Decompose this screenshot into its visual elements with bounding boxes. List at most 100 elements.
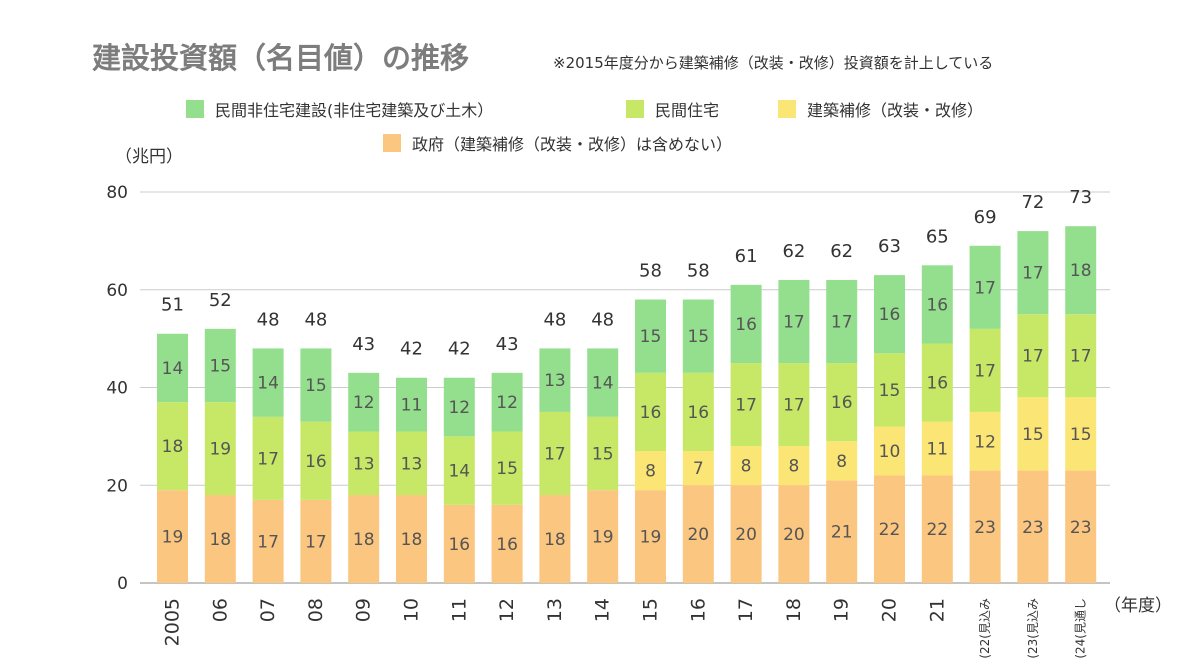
segment-value-label: 17 [1070, 347, 1092, 367]
segment-value-label: 16 [926, 374, 948, 394]
bar-segment [874, 275, 905, 354]
bar-segment [396, 495, 427, 583]
x-tick-label: 17 [735, 598, 757, 622]
segment-value-label: 14 [162, 359, 184, 379]
x-tick-label: 06 [209, 598, 231, 622]
legend-label: 民間住宅 [655, 101, 719, 120]
segment-value-label: 11 [926, 440, 948, 460]
segment-value-label: 17 [974, 361, 996, 381]
segment-value-label: 12 [496, 393, 518, 413]
total-value-label: 43 [496, 334, 519, 355]
bar-segment [921, 475, 953, 583]
segment-value-label: 15 [592, 444, 614, 464]
x-tick-label: 07 [257, 598, 279, 622]
bar-segment [252, 416, 284, 500]
bar-segment [539, 495, 571, 583]
segment-value-label: 10 [879, 442, 901, 462]
segment-value-label: 18 [353, 530, 375, 550]
segment-value-label: 7 [693, 459, 704, 479]
x-tick-label: 20 [879, 598, 901, 622]
segment-value-label: 17 [305, 532, 327, 552]
segment-value-label: 18 [162, 437, 184, 457]
bar-segment [443, 377, 475, 437]
bar-segment [204, 328, 236, 403]
bar-segment [969, 411, 1001, 471]
segment-value-label: 17 [735, 396, 757, 416]
x-tick-label: 13 [544, 598, 566, 622]
segment-value-label: 17 [544, 444, 566, 464]
bar-segment [826, 441, 858, 481]
bar-segment [778, 363, 810, 447]
x-tick-label: 16 [687, 598, 709, 622]
bar-segment [1017, 231, 1049, 315]
total-value-label: 48 [257, 309, 280, 330]
segment-value-label: 19 [592, 528, 614, 548]
total-labels: 51 52 48 48 43 42 42 43 48 48 58 58 61 62 62 63 65 69 72 73 [161, 187, 1092, 360]
total-value-label: 73 [1069, 187, 1092, 208]
bar-segment [778, 446, 810, 486]
bar-segment [826, 363, 858, 442]
segment-value-label: 16 [687, 403, 709, 423]
bar-segment [1065, 314, 1097, 398]
total-value-label: 48 [543, 309, 566, 330]
x-tick-label: 10 [401, 598, 423, 622]
bar-segment [826, 480, 858, 583]
bar-segment [396, 431, 427, 496]
bar-segment [491, 504, 523, 583]
x-axis-unit-label: （年度） [1104, 596, 1172, 616]
segment-value-label: 20 [735, 525, 757, 545]
total-value-label: 58 [687, 261, 710, 282]
legend-label: 民間非住宅建設(非住宅建築及び土木） [215, 101, 493, 120]
total-value-label: 48 [591, 309, 614, 330]
x-tick-label: (24(見通し [1074, 598, 1088, 659]
segment-value-label: 16 [879, 305, 901, 325]
segment-value-label: 15 [1070, 425, 1092, 445]
y-tick-label: 60 [106, 281, 128, 301]
bar-segment [1017, 397, 1049, 471]
x-tick-label: (22(見込み [978, 598, 992, 659]
segment-value-label: 8 [741, 457, 752, 477]
segment-value-label: 17 [831, 313, 853, 333]
total-value-label: 48 [304, 309, 327, 330]
segment-value-label: 12 [448, 398, 470, 418]
bar-segment [1065, 226, 1097, 315]
segment-value-label: 15 [687, 327, 709, 347]
legend-label: 政府（建築補修（改装・改修）は含めない） [412, 135, 732, 154]
segment-value-label: 15 [209, 357, 231, 377]
total-value-label: 42 [400, 339, 423, 360]
bar-segment [1065, 470, 1097, 583]
bar-segment [635, 299, 666, 373]
legend: 民間非住宅建設(非住宅建築及び土木） 民間住宅 建築補修（改装・改修） 政府（建築補修… [186, 100, 983, 154]
segment-value-label: 17 [974, 278, 996, 298]
legend-label: 建築補修（改装・改修） [807, 101, 983, 120]
total-value-label: 69 [974, 207, 997, 228]
bar-segment [157, 490, 188, 583]
bar-segment [539, 348, 571, 412]
segment-value-label: 17 [783, 313, 805, 333]
chart-subtitle: ※2015年度分から建築補修（改装・改修）投資額を計上している [553, 54, 993, 72]
total-value-label: 65 [926, 226, 949, 247]
segment-value-label: 16 [448, 535, 470, 555]
bar-segment [730, 363, 762, 447]
bar-segment [252, 499, 284, 583]
bar-segment [921, 343, 953, 422]
segment-value-label: 15 [879, 381, 901, 401]
bar-segment [635, 372, 666, 452]
total-value-label: 43 [352, 334, 375, 355]
bar-segment [587, 416, 619, 491]
bar-segment [635, 490, 666, 583]
x-tick-label: 18 [783, 598, 805, 622]
bar-segment [204, 402, 236, 496]
segment-value-label: 14 [592, 374, 614, 394]
segment-value-label: 18 [1070, 261, 1092, 281]
legend-swatch [778, 100, 796, 118]
segment-value-label: 15 [1022, 425, 1044, 445]
x-tick-label: 14 [592, 598, 614, 622]
segment-value-label: 23 [974, 518, 996, 538]
bar-segment [730, 446, 762, 486]
segment-value-label: 16 [640, 403, 662, 423]
segment-value-label: 17 [1022, 264, 1044, 284]
bar-segment [491, 431, 523, 505]
legend-swatch [383, 134, 401, 152]
bar-segment [874, 475, 905, 583]
